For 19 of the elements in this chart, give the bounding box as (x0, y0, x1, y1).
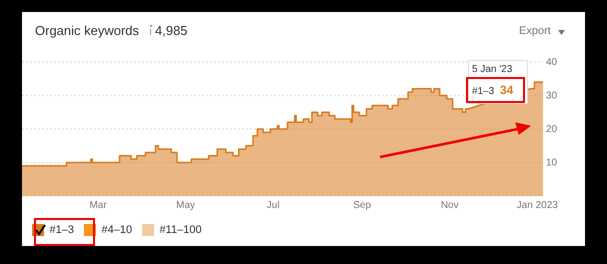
x-tick-label: Nov (440, 200, 459, 211)
legend-label: #1–3 (50, 224, 74, 236)
x-tick-label: Jan 2023 (516, 200, 558, 211)
chart-title: Organic keywords (35, 23, 140, 38)
text: #1–3 (472, 86, 494, 97)
annotation: 5 Jan '23 (472, 64, 512, 75)
x-tick-label: May (176, 200, 196, 211)
annotation: 34 (500, 83, 514, 97)
legend-label: #4–10 (101, 224, 132, 236)
y-tick-label: 30 (546, 90, 558, 102)
text: Export (519, 25, 551, 37)
y-tick-label: 40 (546, 56, 558, 68)
y-tick-label: 10 (546, 157, 558, 168)
x-tick-label: Mar (89, 200, 108, 211)
x-tick-label: Jul (266, 200, 280, 211)
x-tick-label: Sep (353, 200, 372, 211)
y-tick-label: 20 (546, 124, 558, 135)
legend-label: #11–100 (160, 224, 202, 236)
chart-subtitle: 4,985 (155, 23, 188, 38)
